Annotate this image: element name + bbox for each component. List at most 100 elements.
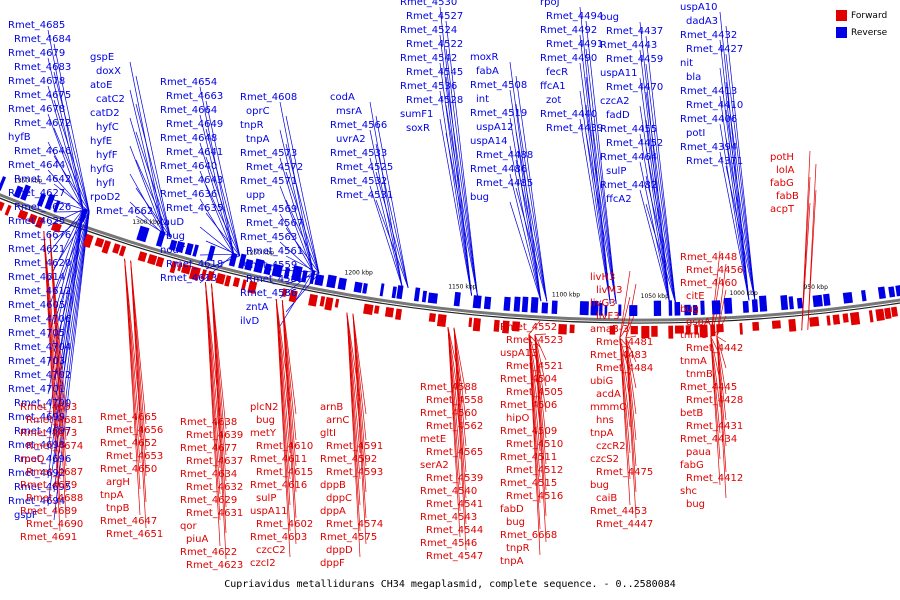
reverse-gene-label: hyfF <box>96 150 118 161</box>
reverse-gene-label: Rmet_4705 <box>8 328 65 339</box>
reverse-leader-line <box>53 71 90 212</box>
forward-gene-label: Rmet_4592 <box>320 454 377 465</box>
forward-gene <box>232 277 241 288</box>
reverse-gene-label: Rmet_4654 <box>160 77 217 88</box>
reverse-gene-label: Rmet_4542 <box>400 53 457 64</box>
reverse-gene <box>503 296 511 311</box>
forward-gene-label: Rmet_4558 <box>426 395 483 406</box>
forward-gene-label: Rmet_4653 <box>106 451 163 462</box>
reverse-leader-line <box>515 187 548 302</box>
forward-gene <box>493 319 500 332</box>
legend-label-forward: Forward <box>851 10 888 21</box>
reverse-gene-label: Rmet_4704 <box>14 342 71 353</box>
forward-gene <box>842 313 849 323</box>
forward-gene-label: metE <box>420 434 446 445</box>
reverse-leader-line <box>515 75 548 302</box>
reverse-leader-line <box>47 209 84 255</box>
forward-leader-line <box>281 300 297 545</box>
reverse-leader-line <box>725 25 756 301</box>
reverse-leader-line <box>53 99 90 212</box>
reverse-gene-label: Rmet_4525 <box>336 162 393 173</box>
reverse-gene-label: Rmet_4641 <box>166 147 223 158</box>
reverse-gene-label: Rmet_4406 <box>680 114 737 125</box>
forward-leader-line <box>528 334 541 556</box>
reverse-leader-line <box>47 209 84 339</box>
reverse-gene <box>684 304 692 316</box>
forward-gene-label: uspA13 <box>500 348 537 359</box>
forward-gene-label: Rmet_4650 <box>100 464 157 475</box>
reverse-gene-label: Rmet_4485 <box>476 178 533 189</box>
forward-gene <box>118 245 127 257</box>
forward-gene <box>739 322 743 335</box>
reverse-gene-label: zot <box>546 95 561 106</box>
forward-gene-label: Rmet_4631 <box>186 508 243 519</box>
forward-gene-label: piuA <box>186 534 208 545</box>
reverse-leader-line <box>579 34 611 304</box>
reverse-gene <box>353 281 363 293</box>
reverse-gene-label: Rmet_4679 <box>8 48 65 59</box>
forward-leader-line <box>619 337 631 402</box>
reverse-gene-label: Rmet_4702 <box>14 370 71 381</box>
forward-leader-line <box>346 312 361 428</box>
forward-gene <box>630 325 638 335</box>
reverse-gene <box>842 291 853 304</box>
reverse-gene <box>326 274 337 289</box>
forward-gene <box>468 317 473 328</box>
forward-gene-label: hns <box>596 415 614 426</box>
forward-leader-line <box>716 335 727 343</box>
reverse-gene <box>599 303 603 316</box>
reverse-gene <box>796 297 803 309</box>
reverse-gene <box>362 283 368 294</box>
reverse-gene-label: hyfC <box>96 122 119 133</box>
forward-gene <box>569 324 575 334</box>
reverse-leader-line <box>585 76 617 304</box>
reverse-gene <box>413 287 421 302</box>
forward-gene-label: Rmet_4687 <box>26 467 83 478</box>
forward-gene <box>215 272 226 285</box>
forward-gene-label: tnpA <box>500 556 524 567</box>
forward-leader-line <box>625 335 637 339</box>
forward-leader-line <box>528 334 541 348</box>
reverse-leader-line <box>199 142 235 255</box>
reverse-gene <box>244 258 254 271</box>
reverse-gene-label: bla <box>686 72 701 83</box>
reverse-leader-line <box>725 53 756 301</box>
reverse-leader-line <box>369 185 403 288</box>
reverse-leader-line <box>205 128 241 256</box>
forward-gene <box>472 317 481 332</box>
reverse-gene-label: Rmet_4573 <box>240 148 297 159</box>
forward-gene-label: Rmet_4562 <box>426 421 483 432</box>
reverse-gene <box>20 184 31 201</box>
reverse-leader-line <box>445 20 478 297</box>
forward-gene-label: livF3 <box>596 311 620 322</box>
reverse-gene-label: fabA <box>476 66 499 77</box>
reverse-gene-label: Rmet_4439 <box>546 123 603 134</box>
reverse-leader-line <box>585 20 617 304</box>
reverse-gene <box>758 295 768 312</box>
reverse-gene <box>301 270 308 283</box>
reverse-gene <box>604 305 608 316</box>
reverse-gene-label: Rmet_4663 <box>166 91 223 102</box>
reverse-label-leaders <box>47 6 756 521</box>
forward-gene <box>281 288 288 298</box>
reverse-leader-line <box>445 48 478 297</box>
forward-gene <box>0 201 5 212</box>
forward-gene-label: acpT <box>770 204 795 215</box>
forward-gene <box>890 306 898 317</box>
reverse-leader-line <box>205 100 241 256</box>
forward-gene <box>101 240 112 254</box>
forward-gene-label: Rmet_4588 <box>420 382 477 393</box>
reverse-gene <box>168 239 178 251</box>
reverse-leader-line <box>205 156 241 256</box>
forward-gene-label: Rmet_4632 <box>186 482 243 493</box>
forward-gene-label: mmmQ <box>590 402 627 413</box>
forward-gene-label: caiB <box>596 493 617 504</box>
forward-gene-label: uspA11 <box>250 506 287 517</box>
reverse-gene-label: Rmet_4699 <box>8 412 65 423</box>
forward-gene <box>809 316 820 327</box>
reverse-leader-line <box>47 197 84 210</box>
reverse-gene-label: Rmet_4646 <box>14 146 71 157</box>
reverse-gene-label: Rmet_4586 <box>240 288 297 299</box>
reverse-gene-label: upp <box>246 190 265 201</box>
